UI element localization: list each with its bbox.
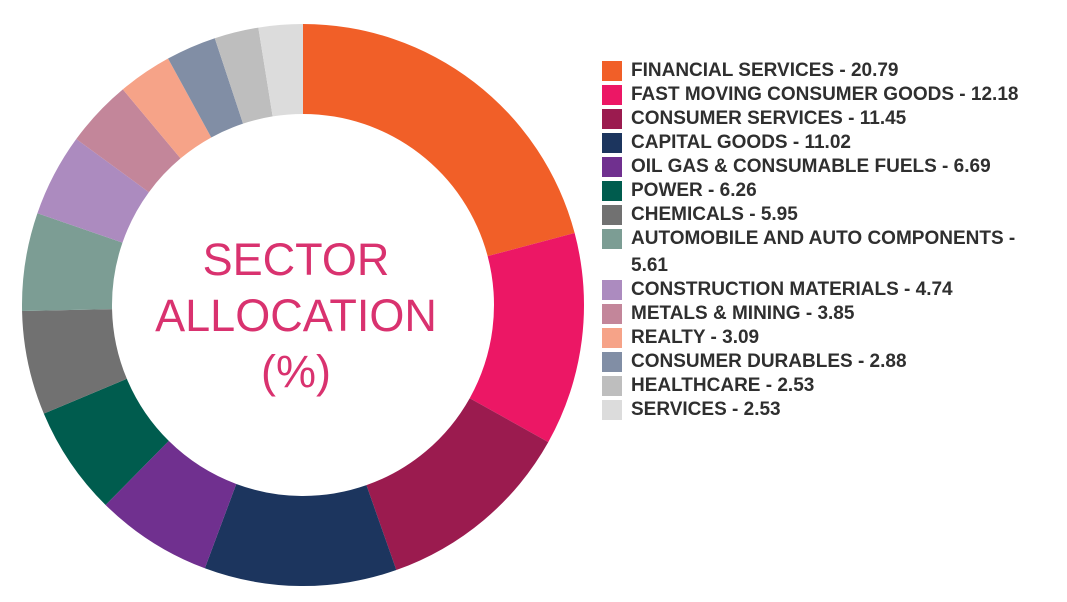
legend-label: CONSUMER SERVICES - 11.45 [631, 108, 907, 129]
legend-item: CHEMICALS - 5.95 [602, 204, 1057, 228]
legend-label: REALTY - 3.09 [631, 327, 760, 348]
donut-slice [366, 398, 549, 571]
legend-item: METALS & MINING - 3.85 [602, 303, 1057, 327]
legend: FINANCIAL SERVICES - 20.79 FAST MOVING CO… [602, 60, 1057, 423]
legend-label: CAPITAL GOODS - 11.02 [631, 132, 851, 153]
legend-swatch [602, 61, 622, 81]
legend-swatch [602, 328, 622, 348]
legend-item: CONSUMER DURABLES - 2.88 [602, 351, 1057, 375]
legend-swatch [602, 133, 622, 153]
legend-item: FINANCIAL SERVICES - 20.79 [602, 60, 1057, 84]
legend-item: CAPITAL GOODS - 11.02 [602, 132, 1057, 156]
donut-slice [37, 139, 149, 243]
chart-title-line: ALLOCATION [155, 290, 437, 341]
legend-swatch [602, 352, 622, 372]
legend-swatch [602, 376, 622, 396]
legend-swatch [602, 157, 622, 177]
legend-item: HEALTHCARE - 2.53 [602, 375, 1057, 399]
legend-swatch [602, 205, 622, 225]
chart-title-line: SECTOR [202, 234, 390, 285]
legend-item: OIL GAS & CONSUMABLE FUELS - 6.69 [602, 156, 1057, 180]
legend-label: CONSTRUCTION MATERIALS - 4.74 [631, 279, 953, 300]
donut-slice [214, 27, 273, 124]
donut-chart [21, 24, 585, 587]
legend-label: CHEMICALS - 5.95 [631, 204, 798, 225]
donut-slice [122, 58, 212, 159]
legend-label: FINANCIAL SERVICES - 20.79 [631, 60, 899, 81]
legend-item: AUTOMOBILE AND AUTO COMPONENTS - 5.61 [602, 228, 1057, 279]
legend-label: AUTOMOBILE AND AUTO COMPONENTS - 5.61 [631, 228, 1016, 276]
legend-label: METALS & MINING - 3.85 [631, 303, 855, 324]
legend-swatch [602, 85, 622, 105]
donut-slice [469, 233, 585, 443]
legend-item: FAST MOVING CONSUMER GOODS - 12.18 [602, 84, 1057, 108]
chart-title-line: (%) [261, 346, 331, 397]
legend-label: SERVICES - 2.53 [631, 399, 781, 420]
legend-label: POWER - 6.26 [631, 180, 757, 201]
donut-slice [105, 440, 237, 569]
donut-slice [43, 378, 169, 505]
donut-slice [168, 38, 244, 138]
legend-label: HEALTHCARE - 2.53 [631, 375, 815, 396]
donut-slice [204, 483, 397, 587]
legend-item: REALTY - 3.09 [602, 327, 1057, 351]
legend-swatch [602, 304, 622, 324]
legend-item: CONSUMER SERVICES - 11.45 [602, 108, 1057, 132]
legend-label: OIL GAS & CONSUMABLE FUELS - 6.69 [631, 156, 991, 177]
legend-swatch [602, 400, 622, 420]
donut-slice [76, 89, 181, 193]
legend-swatch [602, 109, 622, 129]
legend-swatch [602, 229, 622, 249]
legend-item: CONSTRUCTION MATERIALS - 4.74 [602, 279, 1057, 303]
donut-slice [21, 213, 123, 311]
donut-slice [22, 309, 127, 414]
legend-item: POWER - 6.26 [602, 180, 1057, 204]
legend-swatch [602, 181, 622, 201]
legend-label: CONSUMER DURABLES - 2.88 [631, 351, 907, 372]
legend-swatch [602, 280, 622, 300]
donut-slice [303, 24, 575, 257]
chart-title: SECTOR ALLOCATION (%) [152, 232, 440, 400]
legend-item: SERVICES - 2.53 [602, 399, 1057, 423]
legend-label: FAST MOVING CONSUMER GOODS - 12.18 [631, 84, 1019, 105]
donut-slice [258, 24, 303, 117]
